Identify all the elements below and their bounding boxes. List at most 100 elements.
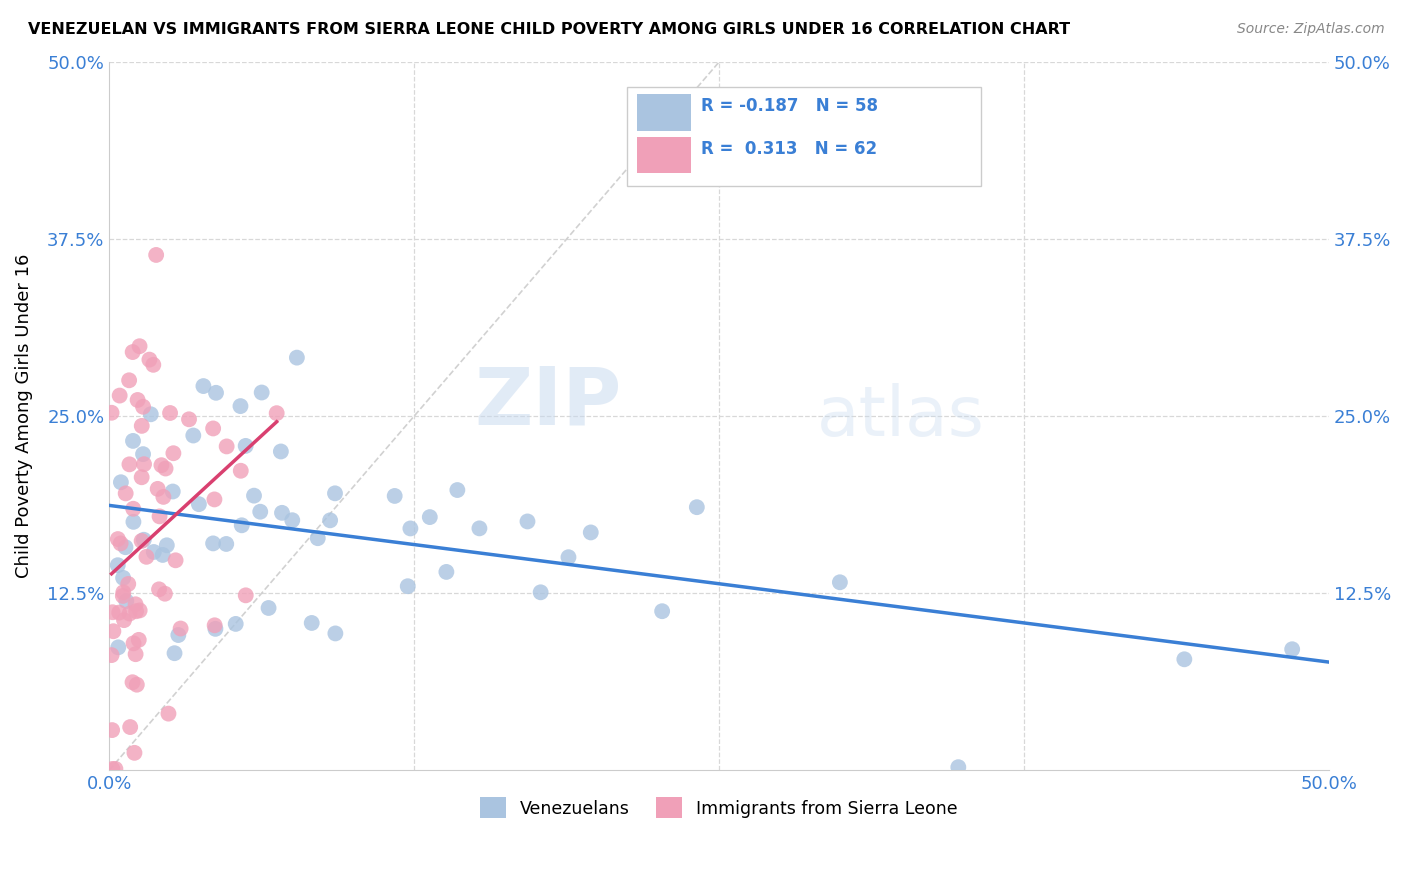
Point <box>121 345 143 359</box>
Point <box>110 475 132 490</box>
Point <box>110 536 132 550</box>
Point <box>112 585 135 599</box>
Point <box>204 622 226 636</box>
Point <box>948 760 970 774</box>
Point <box>107 532 129 546</box>
Text: R = -0.187   N = 58: R = -0.187 N = 58 <box>700 97 877 115</box>
Point <box>250 385 273 400</box>
FancyBboxPatch shape <box>627 87 981 186</box>
Point <box>132 533 155 547</box>
Point <box>229 399 252 413</box>
Point <box>686 500 709 515</box>
Point <box>122 636 145 650</box>
Point <box>142 358 165 372</box>
Point <box>446 483 468 497</box>
Point <box>115 594 138 608</box>
Point <box>132 447 155 461</box>
Point <box>1281 642 1303 657</box>
Point <box>101 723 124 737</box>
Point <box>468 521 491 535</box>
Point <box>132 457 155 471</box>
Point <box>243 489 266 503</box>
Point <box>169 622 191 636</box>
Point <box>301 615 323 630</box>
FancyBboxPatch shape <box>637 94 690 131</box>
Point <box>399 521 422 535</box>
FancyBboxPatch shape <box>637 136 690 173</box>
Point <box>270 444 292 458</box>
Point <box>153 587 176 601</box>
Point <box>155 461 177 475</box>
Point <box>215 439 238 453</box>
Point <box>122 434 145 448</box>
Point <box>1173 652 1195 666</box>
Point <box>124 597 146 611</box>
Point <box>100 648 122 662</box>
Point <box>108 606 131 620</box>
Legend: Venezuelans, Immigrants from Sierra Leone: Venezuelans, Immigrants from Sierra Leon… <box>474 790 965 825</box>
Point <box>118 373 141 387</box>
Point <box>152 490 174 504</box>
Point <box>419 510 441 524</box>
Point <box>307 531 329 545</box>
Text: atlas: atlas <box>817 383 984 450</box>
Point <box>157 706 180 721</box>
Point <box>131 533 153 548</box>
Point <box>152 548 174 562</box>
Point <box>319 513 342 527</box>
Point <box>100 406 122 420</box>
Point <box>828 575 851 590</box>
Point <box>202 421 225 435</box>
Point <box>125 678 148 692</box>
Point <box>145 248 167 262</box>
Point <box>257 601 280 615</box>
Point <box>142 545 165 559</box>
Point <box>122 501 145 516</box>
Point <box>124 647 146 661</box>
Point <box>108 388 131 402</box>
Point <box>121 675 143 690</box>
Point <box>396 579 419 593</box>
Point <box>122 515 145 529</box>
Point <box>165 553 187 567</box>
Point <box>128 339 150 353</box>
Point <box>187 497 209 511</box>
Point <box>148 509 170 524</box>
Point <box>162 446 184 460</box>
Point <box>323 486 346 500</box>
Point <box>204 618 226 632</box>
Point <box>225 616 247 631</box>
Point <box>107 558 129 573</box>
Point <box>132 400 155 414</box>
Point <box>384 489 406 503</box>
Point <box>103 624 125 639</box>
Point <box>114 540 136 554</box>
Point <box>117 577 139 591</box>
Point <box>181 428 204 442</box>
Point <box>235 439 257 453</box>
Text: R =  0.313   N = 62: R = 0.313 N = 62 <box>700 139 877 158</box>
Point <box>128 632 150 647</box>
Point <box>107 640 129 655</box>
Point <box>114 486 136 500</box>
Point <box>112 571 135 585</box>
Point <box>111 589 134 603</box>
Point <box>101 762 124 776</box>
Point <box>204 492 226 507</box>
Point <box>101 605 124 619</box>
Point <box>159 406 181 420</box>
Point <box>215 537 238 551</box>
Point <box>167 628 190 642</box>
Point <box>146 482 169 496</box>
Point <box>124 746 146 760</box>
Point <box>249 505 271 519</box>
Point <box>271 506 294 520</box>
Point <box>235 588 257 602</box>
Point <box>139 407 162 421</box>
Point <box>125 604 148 618</box>
Point <box>202 536 225 550</box>
Point <box>118 607 141 621</box>
Y-axis label: Child Poverty Among Girls Under 16: Child Poverty Among Girls Under 16 <box>15 254 32 578</box>
Point <box>651 604 673 618</box>
Point <box>579 525 602 540</box>
